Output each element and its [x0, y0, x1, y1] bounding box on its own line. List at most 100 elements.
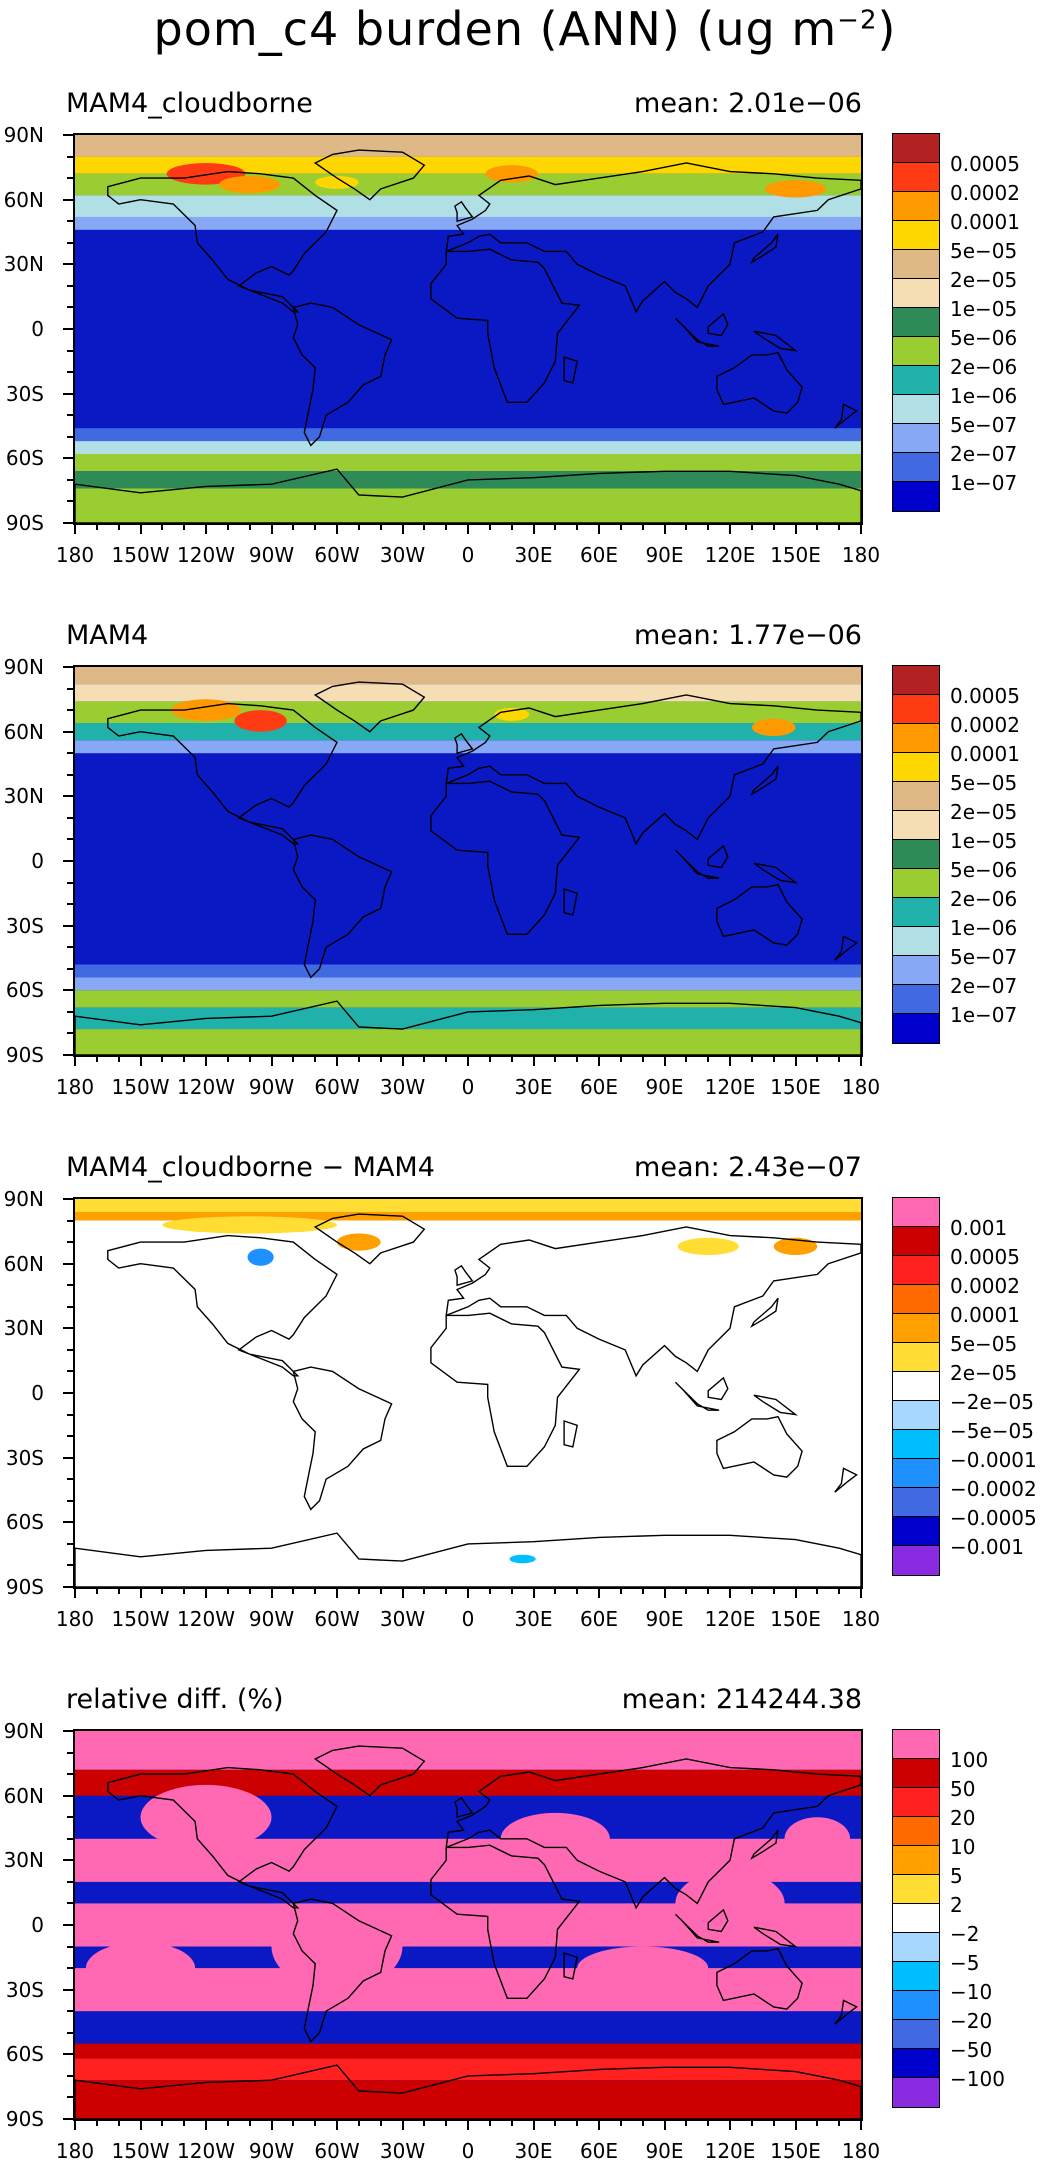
latitude-label: 90N	[3, 1187, 44, 1211]
longitude-tick	[641, 1589, 644, 1594]
longitude-tick	[860, 2121, 862, 2130]
panel-title: relative diff. (%)	[66, 1684, 284, 1715]
colorbar-label: 0.0002	[950, 180, 1020, 205]
longitude-tick	[794, 1057, 797, 1066]
colorbar-swatch	[893, 1488, 939, 1517]
colorbar-swatch	[893, 1875, 939, 1904]
coastline	[750, 1829, 779, 1861]
latitude-tick	[67, 773, 73, 776]
longitude-label: 180	[841, 543, 881, 567]
longitude-tick	[226, 1057, 229, 1062]
coastline	[834, 935, 858, 961]
colorbar-label: 5e−05	[950, 770, 1018, 795]
latitude-tick	[63, 730, 73, 733]
latitude-tick	[67, 709, 73, 712]
colorbar-label: 20	[950, 1805, 976, 1830]
latitude-tick	[67, 241, 73, 244]
colorbar-label: 0.0005	[950, 1244, 1020, 1269]
longitude-tick	[619, 1057, 622, 1062]
colorbar-swatch	[893, 1198, 939, 1227]
coastline	[563, 888, 579, 916]
longitude-label: 30W	[379, 1607, 426, 1631]
latitude-tick	[63, 328, 73, 330]
longitude-tick	[663, 1589, 666, 1598]
latitude-tick	[67, 1348, 73, 1351]
panel-title: MAM4_cloudborne − MAM4	[66, 1152, 435, 1183]
longitude-tick	[576, 2121, 579, 2126]
longitude-tick	[838, 1589, 841, 1594]
longitude-tick	[532, 1057, 535, 1066]
latitude-tick	[67, 1241, 73, 1244]
latitude-label: 90N	[3, 1719, 44, 1743]
latitude-tick	[67, 2010, 73, 2013]
colorbar-swatch	[893, 1401, 939, 1430]
longitude-label: 60W	[314, 543, 360, 567]
latitude-tick	[67, 967, 73, 970]
colorbar-label: −0.0002	[950, 1476, 1037, 1501]
shading-band	[75, 428, 861, 442]
latitude-tick	[67, 1435, 73, 1438]
longitude-tick	[401, 525, 404, 534]
longitude-tick	[772, 1057, 775, 1062]
coastline	[716, 1415, 803, 1478]
coastline	[563, 1420, 579, 1448]
latitude-tick	[67, 478, 73, 481]
coastline	[292, 1366, 393, 1511]
latitude-tick	[63, 1924, 73, 1926]
longitude-tick	[314, 1589, 317, 1594]
coastline	[75, 468, 861, 523]
longitude-tick	[772, 2121, 775, 2126]
longitude-label: 60E	[579, 1075, 619, 1099]
shading-band	[75, 135, 861, 157]
latitude-tick	[67, 881, 73, 884]
shading-band	[75, 723, 861, 741]
colorbar-swatch	[893, 1962, 939, 1991]
longitude-label: 60E	[579, 1607, 619, 1631]
colorbar-swatch	[893, 1343, 939, 1372]
longitude-tick	[488, 525, 491, 530]
latitude-label: 0	[31, 1381, 44, 1405]
colorbar-swatch	[893, 724, 939, 753]
coastline	[313, 1213, 426, 1265]
map-canvas	[75, 135, 861, 523]
shading-blob	[85, 1942, 196, 1994]
longitude-tick	[532, 525, 535, 534]
longitude-tick	[423, 1057, 426, 1062]
coastline	[716, 351, 803, 414]
latitude-tick	[63, 1586, 73, 1588]
longitude-tick	[554, 1589, 557, 1594]
longitude-label: 60E	[579, 543, 619, 567]
shading-band	[75, 1029, 861, 1055]
latitude-tick	[63, 1327, 73, 1330]
longitude-tick	[488, 1589, 491, 1594]
longitude-tick	[314, 525, 317, 530]
longitude-label: 0	[461, 543, 475, 567]
latitude-tick	[67, 1564, 73, 1567]
longitude-tick	[401, 2121, 404, 2130]
latitude-tick	[63, 1730, 73, 1732]
latitude-tick	[67, 284, 73, 287]
longitude-tick	[139, 1589, 142, 1598]
world-map	[73, 1197, 863, 1589]
latitude-tick	[63, 795, 73, 798]
longitude-label: 150E	[770, 1075, 821, 1099]
coastline	[292, 302, 393, 447]
latitude-label: 0	[31, 1913, 44, 1937]
colorbar	[892, 665, 940, 1044]
coastline	[750, 1297, 779, 1329]
panel-mean-value: mean: 1.77e−06	[634, 620, 862, 651]
panel-title: MAM4	[66, 620, 149, 651]
latitude-tick	[63, 1054, 73, 1056]
longitude-tick	[205, 1057, 207, 1066]
longitude-label: 150E	[770, 2139, 821, 2163]
longitude-tick	[510, 1057, 513, 1062]
colorbar-swatch	[893, 453, 939, 482]
longitude-tick	[357, 2121, 360, 2126]
coastline	[750, 765, 779, 797]
colorbar-swatch	[893, 666, 939, 695]
shading-blob	[140, 1784, 272, 1850]
latitude-tick	[67, 1478, 73, 1481]
longitude-tick	[641, 2121, 644, 2126]
longitude-tick	[379, 2121, 382, 2126]
coastline	[313, 149, 426, 201]
